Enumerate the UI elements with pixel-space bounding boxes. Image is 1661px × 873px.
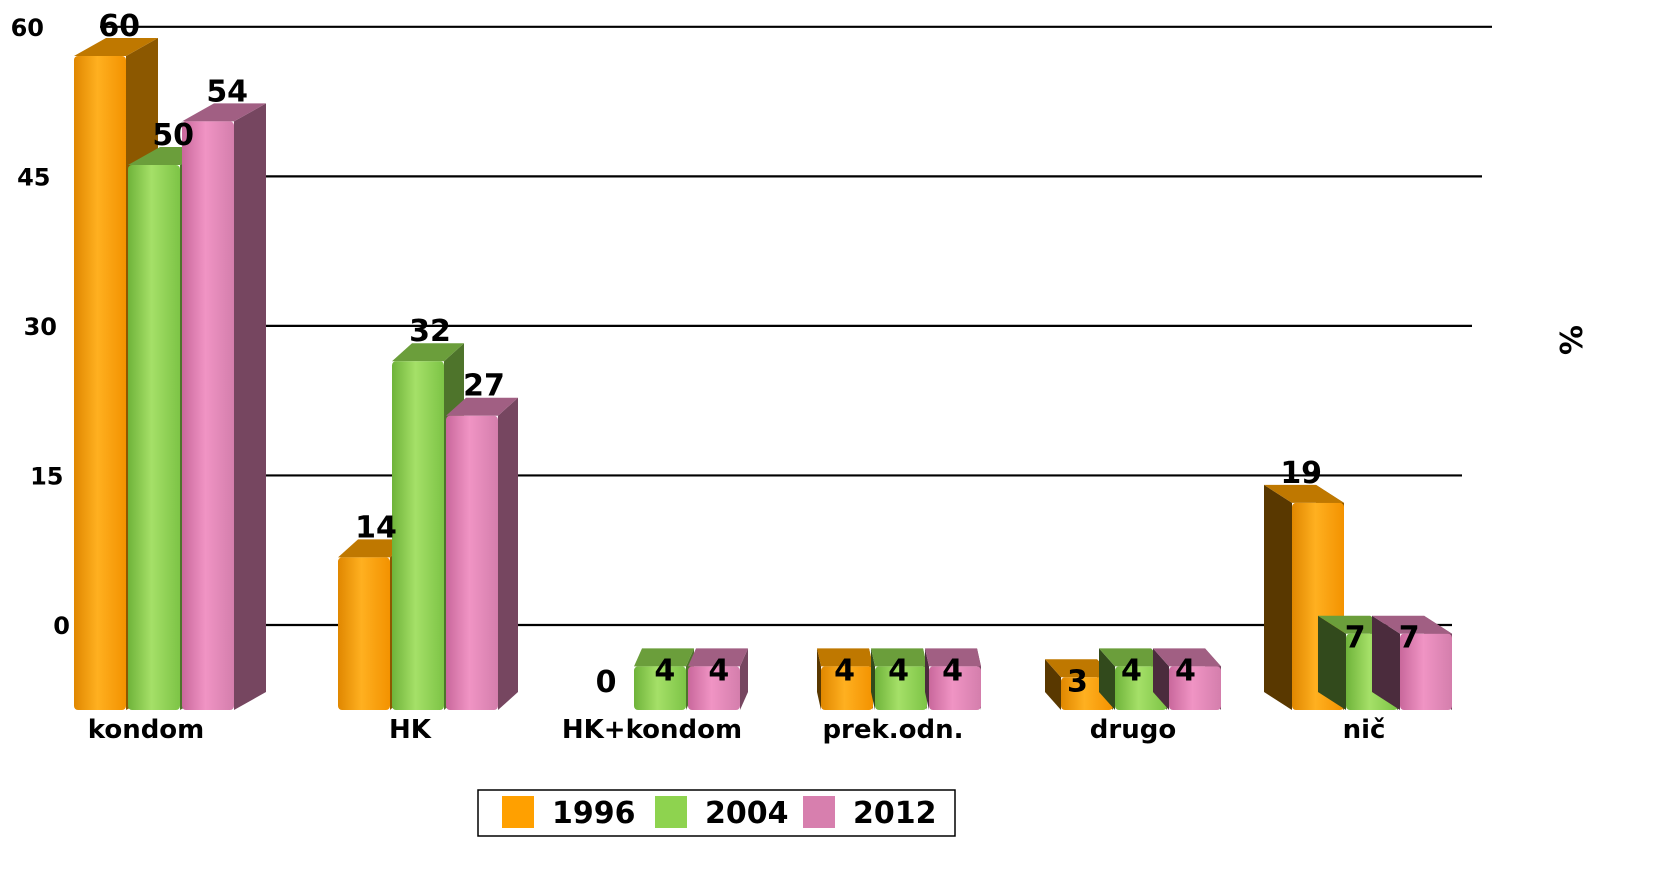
bar-2004-nič-side-left bbox=[1318, 615, 1346, 710]
data-label-1996-nič: 19 bbox=[1280, 456, 1322, 491]
category-label: nič bbox=[1343, 715, 1386, 745]
data-label-1996-HK+kondom: 0 bbox=[596, 665, 617, 700]
bar-2004-kondom-front bbox=[128, 165, 180, 710]
bar-1996-kondom-front bbox=[74, 56, 126, 710]
data-label-1996-HK: 14 bbox=[355, 510, 397, 545]
data-label-1996-kondom: 60 bbox=[98, 9, 140, 44]
bars bbox=[74, 38, 1452, 710]
data-label-2012-drugo: 4 bbox=[1175, 653, 1196, 688]
bar-2012-HK+kondom-front bbox=[688, 666, 740, 710]
bar-2012-nič-top bbox=[1372, 615, 1452, 634]
bar-2012-kondom bbox=[182, 103, 266, 710]
y-tick-label: 0 bbox=[53, 612, 70, 640]
bar-2004-drugo-top bbox=[1099, 648, 1167, 667]
bar-1996-prek.odn.-side-left bbox=[817, 648, 821, 710]
data-label-2004-kondom: 50 bbox=[152, 118, 194, 153]
data-label-2012-HK: 27 bbox=[463, 369, 505, 404]
bar-2012-nič bbox=[1372, 615, 1452, 710]
data-label-2004-prek.odn.: 4 bbox=[888, 653, 909, 688]
data-label-1996-drugo: 3 bbox=[1067, 664, 1088, 699]
bar-2004-prek.odn.-front bbox=[875, 666, 927, 710]
category-labels: kondom HK HK+kondom prek.odn. drugo nič bbox=[88, 715, 1386, 745]
bar-2012-kondom-top bbox=[182, 103, 266, 122]
bar-2012-nič-side-left bbox=[1372, 615, 1400, 710]
data-label-2004-drugo: 4 bbox=[1121, 653, 1142, 688]
bar-2012-prek.odn.-side-left bbox=[925, 648, 929, 710]
bar-1996-drugo-top bbox=[1045, 659, 1113, 678]
bar-2012-HK+kondom-top bbox=[688, 648, 748, 667]
bar-1996-HK-front bbox=[338, 557, 390, 710]
y-axis-ticks: 0 15 30 45 60 bbox=[11, 14, 70, 640]
bar-1996-nič-side-left bbox=[1264, 484, 1292, 710]
bar-2004-HK-top bbox=[392, 343, 464, 362]
bar-1996-prek.odn.-top bbox=[817, 648, 873, 667]
bar-2004-HK+kondom-top bbox=[634, 648, 694, 667]
bar-1996-nič-top bbox=[1264, 484, 1344, 503]
bar-2012-HK+kondom-side bbox=[740, 648, 748, 710]
bar-1996-kondom-top bbox=[74, 38, 158, 56]
category-label: prek.odn. bbox=[822, 715, 963, 745]
legend-swatch-2012 bbox=[803, 796, 835, 828]
data-label-2012-prek.odn.: 4 bbox=[942, 653, 963, 688]
data-label-2012-nič: 7 bbox=[1399, 621, 1420, 656]
data-label-1996-prek.odn.: 4 bbox=[834, 653, 855, 688]
bar-2012-drugo-side-left bbox=[1153, 648, 1169, 710]
category-label: HK+kondom bbox=[562, 715, 742, 745]
bar-2012-kondom-front bbox=[182, 121, 234, 710]
legend-box bbox=[477, 789, 956, 837]
bar-2012-prek.odn. bbox=[925, 648, 981, 710]
data-label-2012-HK+kondom: 4 bbox=[708, 653, 729, 688]
bar-2012-HK-side bbox=[498, 397, 518, 710]
category-label: drugo bbox=[1090, 715, 1176, 745]
data-label-2004-HK+kondom: 4 bbox=[654, 653, 675, 688]
bar-2012-prek.odn.-front bbox=[929, 666, 981, 710]
gridlines bbox=[100, 25, 1492, 627]
y-axis-unit-label: % bbox=[1552, 325, 1587, 355]
bar-2004-HK+kondom-front bbox=[634, 666, 686, 710]
bar-2012-kondom-side bbox=[234, 103, 266, 710]
bar-2012-prek.odn.-top bbox=[925, 648, 981, 667]
bar-2012-drugo bbox=[1153, 648, 1221, 710]
category-label: HK bbox=[389, 715, 432, 745]
y-tick-label: 30 bbox=[24, 313, 57, 341]
legend-swatch-2004 bbox=[655, 796, 687, 828]
bar-2012-HK-front bbox=[446, 415, 498, 710]
legend-label-2012: 2012 bbox=[853, 796, 937, 831]
bar-2004-prek.odn. bbox=[871, 648, 927, 710]
bar-2004-prek.odn.-side-left bbox=[871, 648, 875, 710]
legend-swatch-1996 bbox=[502, 796, 534, 828]
legend-label-1996: 1996 bbox=[552, 796, 636, 831]
bar-2012-drugo-front bbox=[1169, 666, 1221, 710]
y-tick-label: 60 bbox=[11, 14, 44, 42]
data-label-2004-HK: 32 bbox=[409, 314, 451, 349]
bar-2004-drugo-side-left bbox=[1099, 648, 1115, 710]
bar-1996-prek.odn.-front bbox=[821, 666, 873, 710]
category-label: kondom bbox=[88, 715, 205, 745]
bar-2012-HK-top bbox=[446, 397, 518, 416]
bar-2012-HK bbox=[446, 397, 518, 710]
bar-2004-prek.odn.-top bbox=[871, 648, 927, 667]
bar-2012-nič-front bbox=[1400, 633, 1452, 710]
bar-2012-drugo-top bbox=[1153, 648, 1221, 667]
y-tick-label: 45 bbox=[17, 163, 50, 191]
data-label-2004-nič: 7 bbox=[1345, 621, 1366, 656]
legend-label-2004: 2004 bbox=[705, 796, 789, 831]
y-tick-label: 15 bbox=[30, 462, 63, 490]
data-label-2012-kondom: 54 bbox=[206, 74, 248, 109]
bar-2004-HK-front bbox=[392, 361, 444, 710]
bar-1996-drugo-side-left bbox=[1045, 659, 1061, 710]
legend: 1996 2004 2012 bbox=[477, 789, 956, 837]
bar-2012-HK+kondom bbox=[688, 648, 748, 710]
